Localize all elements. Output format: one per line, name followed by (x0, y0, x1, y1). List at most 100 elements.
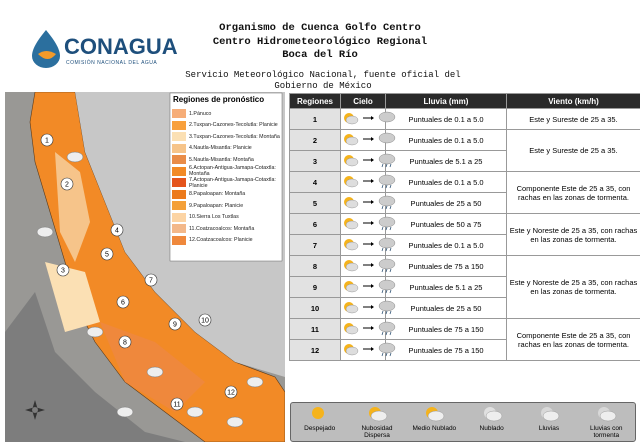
wind-cell: Este y Noreste de 25 a 35, con rachas en… (506, 255, 640, 319)
rain-cell: Puntuales de 5.1 a 25 (385, 150, 507, 172)
rain-cell: Puntuales de 0.1 a 5.0 (385, 108, 507, 130)
wind-cell: Este y Noreste de 25 a 35, con rachas en… (506, 213, 640, 256)
column-header: Lluvia (mm) (385, 93, 507, 109)
sky-label: Lluvias (538, 425, 560, 432)
legend-swatch (172, 109, 186, 119)
map-legend: 1.Pánuco 2.Tuxpan-Cazones-Tecolutla: Plan… (172, 108, 280, 246)
cloud-icon (186, 406, 204, 418)
legend-label: 2.Tuxpan-Cazones-Tecolutla: Planicie (189, 122, 278, 129)
sky-legend: Despejado Nubosidad Dispersa Medio Nublado… (290, 402, 636, 442)
cloud-icon (66, 151, 84, 163)
legend-swatch (172, 143, 186, 153)
region-marker (224, 385, 238, 399)
region-cell: 5 (289, 192, 341, 214)
sky-item: Nubosidad Dispersa (348, 403, 405, 441)
sky-label: Medio Nublado (412, 425, 457, 432)
sky-cell (340, 108, 396, 130)
legend-title: Regiones de pronóstico (173, 95, 265, 104)
region-cell: 7 (289, 234, 341, 256)
header-line: Centro Hidrometeorológico Regional (212, 35, 428, 48)
region-marker (144, 273, 158, 287)
sky-legend-icon (426, 407, 445, 422)
source: Servicio Meteorológico Nacional, fuente … (185, 70, 461, 91)
legend-swatch (172, 212, 186, 222)
table-row: 10 Puntuales de 25 a 50 (289, 297, 640, 319)
rain-cell: Puntuales de 50 a 75 (385, 213, 507, 235)
region-number: 11 (173, 402, 180, 409)
legend-label: 4.Nautla-Misantla: Planicie (189, 145, 252, 152)
sky-icon (344, 153, 396, 168)
region-cell: 10 (289, 297, 341, 319)
sky-legend-icon (368, 407, 388, 422)
table-row: 9 Puntuales de 5.1 a 25 (289, 276, 640, 298)
legend-item: 11.Coatzacoalcos: Montaña (172, 223, 280, 235)
legend-item: 1.Pánuco (172, 108, 280, 120)
column-header: Viento (km/h) (506, 93, 640, 109)
region-marker (60, 177, 74, 191)
legend-swatch (172, 155, 186, 165)
legend-swatch (172, 189, 186, 199)
rain-cell: Puntuales de 0.1 a 5.0 (385, 171, 507, 193)
region-cell: 12 (289, 339, 341, 361)
sky-cell (340, 171, 396, 193)
logo-icon (32, 30, 60, 68)
region-cell: 4 (289, 171, 341, 193)
region-cell: 8 (289, 255, 341, 277)
region-marker (198, 313, 212, 327)
region-marker (170, 397, 184, 411)
sky-item: Lluvias con tormenta (578, 403, 635, 441)
legend-item: 5.Nautla-Misantla: Montaña (172, 154, 280, 166)
wind-cell: Componente Este de 25 a 35, con rachas e… (506, 171, 640, 214)
legend-swatch (172, 235, 186, 245)
table-row: 6 Puntuales de 50 a 75 Este y Noreste de 2… (289, 213, 640, 256)
rain-cell: Puntuales de 25 a 50 (385, 192, 507, 214)
table-wrap: Regiones Cielo Lluvia (mm) Viento (km/h) 1 Pu… (289, 93, 640, 361)
table-row: 11 Puntuales de 75 a 150 Componente Este d… (289, 318, 640, 361)
sky-cell (340, 276, 396, 298)
sky-cell (340, 192, 396, 214)
sky-label: Nubosidad Dispersa (361, 425, 393, 439)
header-row: Regiones Cielo Lluvia (mm) Viento (km/h) (289, 93, 640, 109)
region-marker (100, 247, 114, 261)
sky-icon (344, 279, 396, 294)
header-line: Organismo de Cuenca Golfo Centro (219, 22, 421, 34)
table-row: 7 Puntuales de 0.1 a 5.0 (289, 234, 640, 256)
region-cell: 6 (289, 213, 341, 235)
column-header: Regiones (289, 93, 341, 109)
region-marker (110, 223, 124, 237)
rain-cell: Puntuales de 5.1 a 25 (385, 276, 507, 298)
sky-cell (340, 297, 396, 319)
table-row: 2 Puntuales de 0.1 a 5.0 Este y Sureste de… (289, 129, 640, 172)
sky-item: Nublado (463, 403, 520, 441)
legend-label: 11.Coatzacoalcos: Montaña (189, 225, 255, 232)
cloud-icon (86, 326, 104, 338)
region-number: 3 (61, 268, 65, 275)
sky-cell (340, 150, 396, 172)
rain-cell: Puntuales de 75 a 150 (385, 255, 507, 277)
rain-cell: Puntuales de 25 a 50 (385, 297, 507, 319)
cloud-icon (36, 226, 54, 238)
wind-cell: Este y Sureste de 25 a 35. (506, 108, 640, 130)
region-number: 4 (115, 228, 119, 235)
sky-cell (340, 318, 396, 340)
region-marker (118, 335, 132, 349)
sky-icon (344, 195, 396, 210)
wind-cell: Componente Este de 25 a 35, con rachas e… (506, 318, 640, 361)
region-cell: 2 (289, 129, 341, 151)
cloud-icon (246, 376, 264, 388)
cloud-icon (226, 416, 244, 428)
sky-item: Medio Nublado (406, 403, 463, 441)
legend-swatch (172, 132, 186, 142)
sky-item: Lluvias (520, 403, 577, 441)
table-row: 1 Puntuales de 0.1 a 5.0 Este y Sureste de… (289, 108, 640, 130)
legend-swatch (172, 120, 186, 130)
sky-cell (340, 339, 396, 361)
sky-legend-icon (598, 407, 617, 422)
legend-item: 9.Papaloapan: Planicie (172, 200, 280, 212)
legend-label: 10.Sierra Los Tuxtlas (189, 214, 239, 221)
region-number: 6 (121, 300, 125, 307)
rain-cell: Puntuales de 0.1 a 5.0 (385, 129, 507, 151)
sky-cell (340, 234, 396, 256)
wind-cell: Este y Sureste de 25 a 35. (506, 129, 640, 172)
cloud-icon (116, 406, 134, 418)
